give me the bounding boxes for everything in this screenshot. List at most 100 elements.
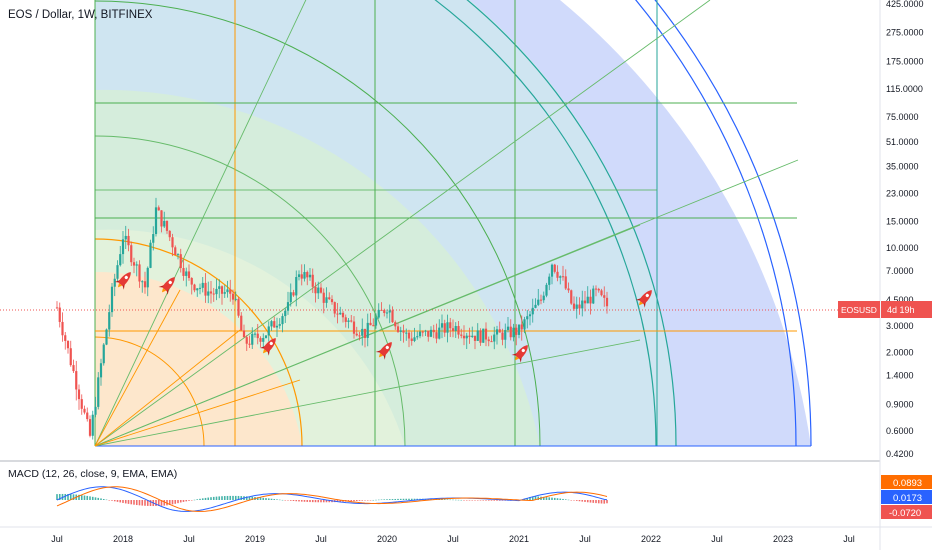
macd-hist-bar <box>300 500 303 502</box>
macd-hist-bar <box>575 500 578 501</box>
candle-body <box>119 254 122 266</box>
macd-pane[interactable] <box>56 486 608 512</box>
macd-hist-bar <box>168 500 171 505</box>
macd-hist-bar <box>234 495 237 500</box>
candle-body <box>451 328 455 332</box>
candle-body <box>545 284 548 296</box>
time-axis[interactable]: Jul 2018 Jul 2019 Jul 2020 Jul 2021 Jul 2022 Jul 20… <box>51 534 855 544</box>
candle-body <box>534 304 537 308</box>
macd-hist-bar <box>193 499 196 501</box>
rocket-icon[interactable] <box>157 273 179 296</box>
candle-body <box>171 237 174 248</box>
candle-body <box>234 298 237 300</box>
macd-hist-bar <box>446 499 449 500</box>
macd-hist-bar <box>72 494 75 500</box>
macd-hist-bar <box>529 497 531 500</box>
candle-body <box>399 330 402 332</box>
candle-body <box>418 331 422 337</box>
time-tick-label: Jul <box>51 534 63 544</box>
rocket-icon[interactable] <box>374 338 396 361</box>
macd-hist-bar <box>135 500 138 506</box>
macd-hist-bar <box>295 500 298 502</box>
macd-hist-bar <box>498 500 501 501</box>
macd-hist-bar <box>416 498 419 500</box>
rocket-icon[interactable] <box>634 286 656 309</box>
candle-body <box>138 264 141 282</box>
macd-hist-bar <box>584 500 586 502</box>
candles[interactable] <box>55 197 609 440</box>
candle-body <box>212 293 215 295</box>
gann-overlay[interactable] <box>94 0 812 447</box>
time-tick-label: Jul <box>843 534 855 544</box>
candle-body <box>553 264 556 272</box>
macd-hist-bar <box>218 496 221 500</box>
macd-hist-bar <box>130 500 133 505</box>
candle-body <box>262 337 265 342</box>
macd-hist-bar <box>138 500 141 506</box>
candle-body <box>498 329 501 333</box>
candle-body <box>204 282 207 296</box>
price-tick-label: 0.6000 <box>886 426 914 436</box>
candle-body <box>248 343 251 345</box>
rocket-icon[interactable] <box>510 341 532 364</box>
candle-body <box>506 326 510 331</box>
macd-hist-bar <box>476 500 479 501</box>
price-axis[interactable]: 425.0000 275.0000 175.0000 115.0000 75.0000 5… <box>886 0 924 459</box>
macd-hist-bar <box>311 500 314 503</box>
macd-hist-bar <box>388 499 391 500</box>
macd-hist-bar <box>603 500 606 504</box>
candle-body <box>273 321 276 328</box>
candle-body <box>237 298 240 316</box>
macd-hist-bar <box>320 500 322 503</box>
candle-body <box>581 300 584 309</box>
macd-hist-bar <box>350 500 353 502</box>
rocket-markers[interactable] <box>113 268 656 364</box>
macd-hist-bar <box>303 500 306 502</box>
candle-body <box>275 325 279 328</box>
macd-hist-bar <box>322 500 325 503</box>
macd-title: MACD (12, 26, close, 9, EMA, EMA) <box>8 468 177 480</box>
candle-body <box>592 288 595 304</box>
candle-body <box>457 326 460 335</box>
price-tick-label: 51.0000 <box>886 137 919 147</box>
macd-hist-bar <box>190 500 193 501</box>
histogram-value: -0.0720 <box>889 508 921 519</box>
candle-body <box>297 274 301 278</box>
macd-hist-bar <box>570 500 573 501</box>
candle-body <box>548 276 551 285</box>
candle-body <box>66 340 70 349</box>
candle-body <box>281 316 284 325</box>
chart-title: EOS / Dollar, 1W, BITFINEX <box>8 9 153 21</box>
macd-hist-bar <box>163 500 166 506</box>
macd-hist-bar <box>355 500 358 502</box>
macd-hist-bar <box>559 498 562 500</box>
macd-hist-bar <box>157 500 160 506</box>
candle-body <box>542 295 545 301</box>
candle-body <box>286 302 290 311</box>
candle-body <box>94 406 97 415</box>
candle-body <box>176 254 180 256</box>
rocket-icon[interactable] <box>258 334 280 357</box>
candle-body <box>207 291 210 296</box>
rocket-icon[interactable] <box>113 268 135 291</box>
candle-body <box>424 330 427 332</box>
candle-body <box>484 328 488 340</box>
macd-hist-bar <box>556 498 559 500</box>
macd-hist-bar <box>325 500 328 503</box>
macd-hist-bar <box>155 500 157 507</box>
time-tick-label: Jul <box>183 534 195 544</box>
macd-hist-bar <box>597 500 600 504</box>
macd-hist-bar <box>564 499 567 500</box>
macd-hist-bar <box>391 499 394 500</box>
candle-body <box>597 288 600 291</box>
time-tick-label: 2021 <box>509 534 529 544</box>
macd-hist-bar <box>292 500 295 502</box>
candle-body <box>586 296 589 304</box>
macd-hist-bar <box>226 495 229 500</box>
candle-body <box>372 325 375 327</box>
time-tick-label: 2022 <box>641 534 661 544</box>
macd-hist-bar <box>358 500 361 501</box>
candle-body <box>377 309 380 318</box>
candle-body <box>526 316 529 320</box>
